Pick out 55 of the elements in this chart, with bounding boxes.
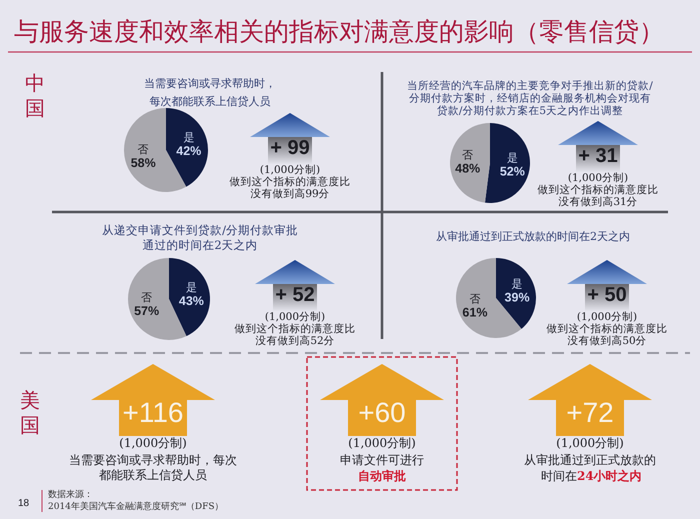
data-label: 48% — [455, 162, 480, 176]
text: 做到这个指标的满意度比没有做到高52分 — [234, 322, 356, 347]
text: 做到这个指标的满意度比没有做到高31分 — [538, 183, 658, 208]
text: + 99 — [270, 137, 310, 159]
slice-label: 是 — [183, 131, 194, 144]
chart-title: 从递交申请文件到贷款/分期付款审批通过的时间在2天之内 — [102, 223, 298, 252]
text: (1,000分制) — [260, 163, 320, 176]
text: (1,000分制) — [568, 171, 628, 184]
data-label: 43% — [178, 294, 204, 308]
data-label: 52% — [500, 164, 525, 178]
text: (1,000分制) — [348, 436, 416, 450]
text: +60 — [358, 397, 406, 428]
chart-title: 当需要咨询或寻求帮助时，每次都能联系上信贷人员 — [144, 77, 276, 108]
source-note: 数据来源： — [48, 489, 93, 500]
pie-slice — [484, 123, 530, 203]
text: (1,000分制) — [119, 436, 187, 450]
text: (1,000分制) — [556, 436, 624, 450]
text: +72 — [566, 397, 614, 428]
data-label: 61% — [462, 306, 488, 320]
chart-title: 当所经营的汽车品牌的主要竞争对手推出新的贷款/分期付款方案时，经销店的金融服务机构会对现有贷款/分期付款方案在5天之内作出调整 — [407, 79, 654, 117]
text: + 50 — [587, 284, 627, 306]
text: 美国 — [20, 388, 40, 437]
text: 当需要咨询或寻求帮助时，每次都能联系上信贷人员 — [69, 453, 237, 482]
slice-label: 否 — [462, 148, 474, 162]
text: (1,000分制) — [576, 310, 638, 323]
slice-label: 是 — [506, 151, 518, 164]
text: 18 — [18, 498, 30, 509]
text: 申请文件可进行 — [340, 453, 424, 467]
slice-label: 否 — [138, 142, 149, 156]
text: 时间在 — [541, 469, 577, 483]
data-label: 58% — [130, 156, 156, 170]
text: 与服务速度和效率相关的指标对满意度的影响（零售信贷） — [14, 17, 664, 46]
pie-slice — [496, 258, 536, 329]
pie-slice — [450, 123, 490, 203]
text: 24小时之内 — [577, 469, 642, 483]
pie-slice — [166, 108, 208, 187]
pie-slice — [169, 258, 210, 336]
data-label: 57% — [134, 304, 160, 318]
data-label: 39% — [504, 290, 530, 304]
slice-label: 否 — [141, 291, 152, 304]
text: 2014年美国汽车金融满意度研究℠（DFS） — [48, 501, 224, 512]
text: (1,000分制) — [264, 310, 326, 323]
text: 从审批通过到正式放款的 — [524, 453, 656, 467]
text: + 52 — [275, 284, 315, 306]
text: 中国 — [25, 71, 45, 120]
slice-label: 是 — [186, 280, 197, 294]
text: 做到这个指标的满意度比没有做到高50分 — [546, 322, 668, 347]
text: + 31 — [578, 145, 618, 167]
text: +116 — [122, 397, 184, 428]
text: 自动审批 — [358, 469, 406, 483]
chart-title: 从审批通过到正式放款的时间在2天之内 — [436, 230, 630, 243]
data-label: 42% — [176, 144, 202, 158]
slice-label: 否 — [469, 292, 480, 306]
slice-label: 是 — [512, 277, 523, 290]
text: 做到这个指标的满意度比没有做到高99分 — [230, 175, 350, 200]
